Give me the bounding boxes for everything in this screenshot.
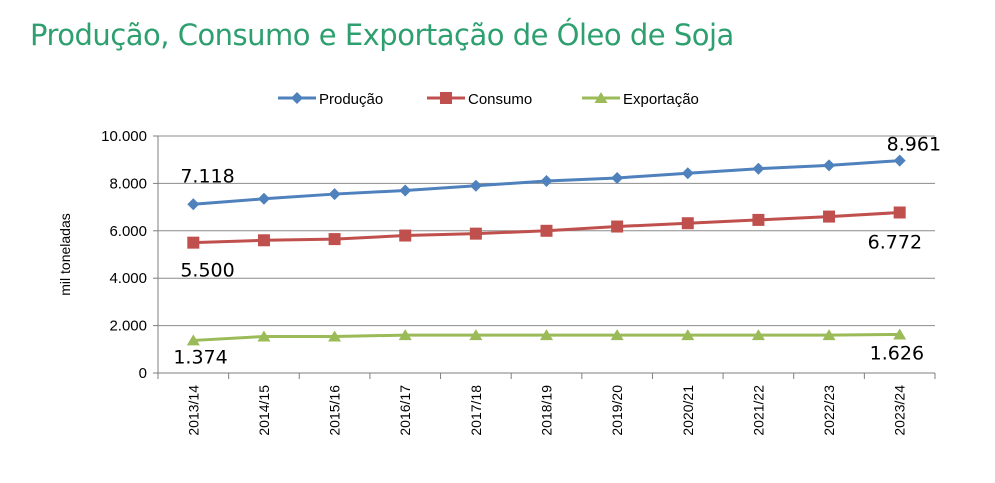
data-point-exportacao (398, 329, 412, 341)
x-tick-label: 2016/17 (397, 385, 413, 436)
data-point-exportacao (328, 330, 342, 342)
x-tick-label: 2013/14 (185, 385, 201, 436)
data-point-consumo (540, 224, 553, 237)
data-point-producao (469, 179, 482, 192)
data-point-producao (893, 154, 906, 167)
x-tick-label: 2022/23 (821, 385, 837, 436)
data-label-exportacao: 1.374 (173, 346, 227, 368)
data-point-exportacao (469, 329, 483, 341)
data-point-producao (399, 184, 412, 197)
data-point-consumo (257, 234, 270, 247)
data-label-producao: 7.118 (180, 165, 234, 187)
data-point-consumo (469, 227, 482, 240)
data-point-consumo (187, 236, 200, 249)
legend-label-producao: Produção (319, 91, 383, 108)
x-tick-label: 2014/15 (256, 385, 272, 436)
y-tick-label: 10.000 (101, 128, 147, 145)
data-point-consumo (752, 213, 765, 226)
data-point-exportacao (540, 329, 553, 341)
data-point-producao (823, 159, 836, 172)
chart-title: Produção, Consumo e Exportação de Óleo d… (30, 18, 734, 52)
legend-marker-consumo (440, 92, 452, 104)
data-point-exportacao (893, 328, 907, 340)
data-point-consumo (681, 217, 694, 230)
legend-label-exportacao: Exportação (623, 91, 699, 108)
data-label-exportacao: 1.626 (870, 342, 924, 364)
data-point-exportacao (751, 329, 765, 341)
data-label-consumo: 5.500 (180, 260, 234, 282)
y-tick-label: 0 (139, 365, 147, 382)
data-point-exportacao (822, 329, 836, 341)
data-label-consumo: 6.772 (868, 232, 922, 254)
legend-marker-producao (291, 92, 303, 104)
data-point-producao (328, 188, 341, 201)
data-point-consumo (893, 206, 906, 219)
x-tick-label: 2015/16 (327, 385, 343, 436)
data-point-consumo (399, 229, 412, 242)
data-label-producao: 8.961 (887, 134, 941, 156)
x-tick-label: 2020/21 (680, 385, 696, 436)
y-axis-title: mil toneladas (57, 213, 73, 296)
legend-label-consumo: Consumo (468, 91, 532, 108)
y-tick-label: 4.000 (109, 270, 147, 287)
data-point-producao (611, 171, 624, 184)
legend-marker-exportacao (594, 92, 608, 103)
x-tick-label: 2018/19 (539, 385, 555, 436)
data-point-consumo (823, 210, 836, 223)
data-point-producao (752, 162, 765, 175)
x-tick-label: 2019/20 (609, 385, 625, 436)
data-point-producao (257, 192, 270, 205)
x-tick-label: 2021/22 (750, 385, 766, 436)
data-point-consumo (328, 233, 341, 246)
y-tick-label: 2.000 (109, 318, 147, 335)
x-tick-label: 2017/18 (468, 385, 484, 436)
x-tick-label: 2023/24 (892, 385, 908, 436)
y-tick-label: 8.000 (109, 175, 147, 192)
data-point-producao (187, 198, 200, 211)
y-tick-label: 6.000 (109, 223, 147, 240)
data-point-producao (681, 167, 694, 180)
data-point-exportacao (186, 334, 200, 346)
data-point-exportacao (610, 329, 624, 341)
data-point-producao (540, 175, 553, 188)
data-point-consumo (611, 220, 624, 233)
data-point-exportacao (257, 330, 271, 342)
data-point-exportacao (681, 329, 695, 341)
